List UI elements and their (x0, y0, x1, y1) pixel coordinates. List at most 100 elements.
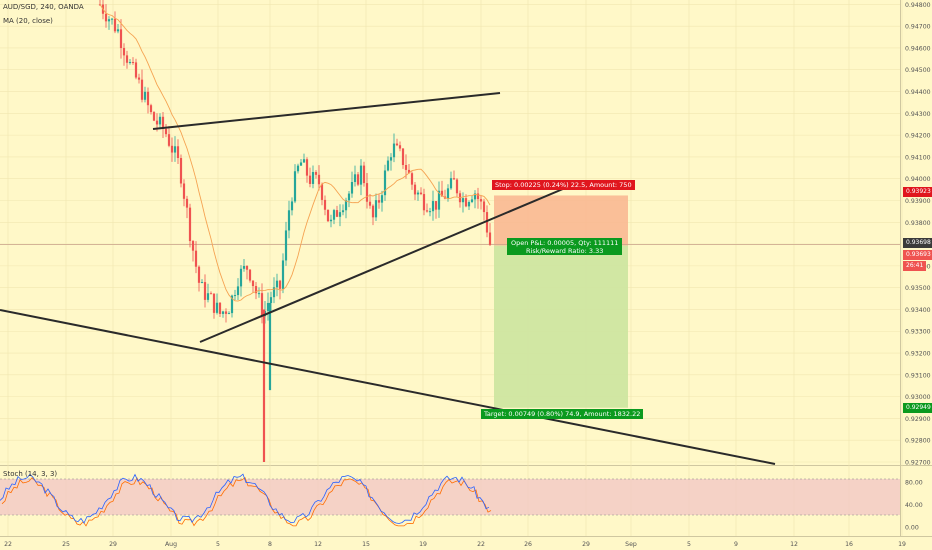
candle-body (344, 200, 348, 211)
candle-body (266, 303, 270, 311)
candle-body (299, 162, 303, 166)
candle-body (470, 199, 474, 203)
price-tick-label: 0.94500 (905, 67, 931, 74)
candle-body (371, 205, 375, 218)
price-tick-label: 0.94700 (905, 24, 931, 31)
candle-body (392, 143, 396, 158)
candle-body (230, 295, 234, 314)
candle-body (461, 198, 465, 203)
target-label[interactable]: Target: 0.00749 (0.80%) 74.9, Amount: 18… (481, 409, 644, 419)
candle-body (320, 184, 324, 200)
candle-body (347, 193, 351, 201)
risk-reward-text: Risk/Reward Ratio: 3.33 (526, 247, 604, 255)
candle-body (167, 134, 171, 146)
candle-body (356, 174, 360, 185)
price-tick-label: 0.93800 (905, 220, 931, 227)
candle-body (143, 91, 147, 100)
candle-body (380, 195, 384, 203)
candle-body (485, 212, 489, 233)
time-tick-label: 26 (524, 541, 532, 548)
candle-body (278, 280, 282, 289)
candle-body (317, 174, 321, 185)
candle-body (119, 29, 123, 49)
candle-body (368, 201, 372, 206)
stoch-tick-label: 80.00 (905, 480, 923, 487)
candle-body (110, 18, 114, 20)
target-price-tag: 0.92949 (903, 403, 932, 413)
time-tick-label: 25 (62, 541, 70, 548)
candle-body (122, 48, 126, 56)
candle-body (203, 282, 207, 300)
candle-body (383, 170, 387, 196)
candle-body (374, 200, 378, 218)
stop-price-tag: 0.93923 (903, 187, 932, 197)
candle-body (311, 172, 315, 184)
candle-body (254, 286, 258, 294)
candle-body (350, 182, 354, 194)
current-price-tag: 0.93698 (903, 238, 932, 248)
stoch-k-line (0, 473, 490, 524)
candle-body (146, 91, 150, 106)
price-tick-label: 0.94300 (905, 111, 931, 118)
candle-body (440, 190, 444, 197)
candle-body (434, 201, 438, 210)
candle-body (284, 230, 288, 261)
time-tick-label: 29 (582, 541, 590, 548)
candle-body (137, 77, 141, 80)
symbol-title[interactable]: AUD/SGD, 240, OANDA (3, 3, 84, 11)
price-tick-label: 0.94400 (905, 89, 931, 96)
price-tick-label: 0.94600 (905, 45, 931, 52)
time-tick-label: Sep (625, 541, 637, 548)
candle-body (410, 173, 414, 185)
candle-body (419, 192, 423, 195)
time-tick-label: 12 (790, 541, 798, 548)
candle-body (212, 293, 216, 313)
main-pane (0, 0, 900, 465)
candle-body (209, 293, 213, 295)
stoch-indicator-label[interactable]: Stoch (14, 3, 3) (3, 470, 58, 478)
candle-body (425, 210, 429, 212)
time-tick-label: 29 (109, 541, 117, 548)
candle-body (416, 192, 420, 195)
ma-indicator-label[interactable]: MA (20, close) (3, 17, 53, 25)
candle-body (221, 311, 225, 314)
candle-body (401, 148, 405, 166)
candle-body (395, 143, 399, 146)
candle-body (260, 293, 264, 317)
candle-body (326, 209, 330, 222)
candle-body (242, 265, 246, 269)
candle-body (455, 179, 459, 194)
candle-body (275, 280, 279, 288)
candle-body (338, 212, 342, 217)
stop-label[interactable]: Stop: 0.00225 (0.24%) 22.5, Amount: 750 (492, 180, 635, 190)
candle-body (272, 287, 276, 298)
candle-body (398, 145, 402, 149)
candle-body (422, 194, 426, 211)
entry-price-tag: 0.93693 (903, 250, 932, 260)
candle-body (413, 184, 417, 195)
candle-body (149, 105, 153, 113)
candle-body (185, 198, 189, 208)
price-tick-label: 0.94000 (905, 176, 931, 183)
candle-body (116, 29, 120, 32)
price-tick-label: 0.93900 (905, 198, 931, 205)
candle-body (428, 211, 432, 213)
candle-body (140, 79, 144, 100)
candle-body (407, 169, 411, 174)
candle-body (257, 293, 261, 295)
candle-body (437, 190, 441, 210)
candle-body (155, 120, 159, 125)
candle-body (182, 183, 186, 199)
open-pl-label[interactable]: Open P&L: 0.00005, Qty: 111111 Risk/Rewa… (507, 238, 623, 255)
candle-body (104, 13, 108, 22)
candle-body (287, 210, 291, 231)
candle-body (251, 280, 255, 287)
candle-body (173, 146, 177, 153)
time-tick-label: 5 (687, 541, 691, 548)
candle-body (332, 210, 336, 220)
candle-body (404, 165, 408, 170)
price-tick-label: 0.93100 (905, 372, 931, 379)
candle-body (158, 116, 162, 125)
candle-body (152, 112, 156, 121)
